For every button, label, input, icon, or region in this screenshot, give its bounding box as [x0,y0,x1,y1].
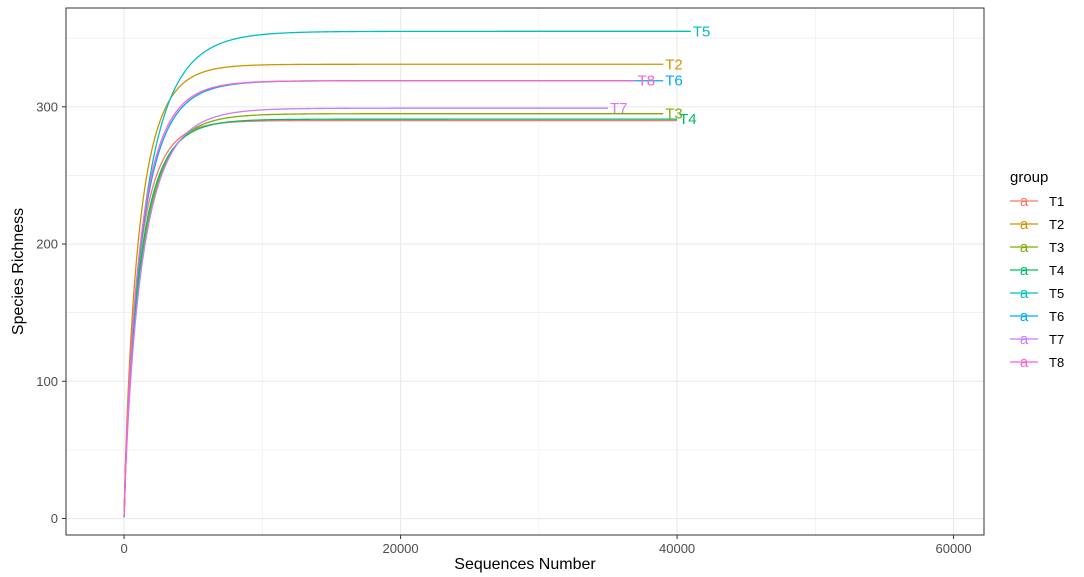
series-line-t5 [123,30,691,518]
series-line-t7 [123,107,608,518]
series-line-t3 [123,113,664,518]
legend-item-t2: a T2 [1010,216,1064,233]
legend-key-glyph: a [1020,308,1029,325]
series-end-label-t8: T8 [638,73,656,90]
series-line-t6 [123,80,664,518]
y-tick-label: 200 [36,237,58,252]
legend-item-label: T5 [1049,286,1064,301]
series-end-label-t7: T7 [610,100,628,117]
series-line-t4 [123,118,678,518]
legend-item-label: T8 [1049,355,1064,370]
y-tick-label: 300 [36,99,58,114]
legend-key-glyph: a [1020,193,1029,210]
legend-key-glyph: a [1020,239,1029,256]
series-lines [123,30,691,518]
series-line-t2 [123,63,664,518]
plot-panel-border [65,7,985,536]
legend-key-glyph: a [1020,331,1029,348]
series-line-t8 [123,80,636,518]
legend-item-t3: a T3 [1010,239,1064,256]
legend-key-glyph: a [1020,354,1029,371]
legend-item-t4: a T4 [1010,262,1064,279]
legend: group a T1 a T2 a T3 a T4 a T5 a T6 a T7 a T8 [1010,169,1064,371]
legend-item-label: T3 [1049,240,1064,255]
legend-item-t6: a T6 [1010,308,1064,325]
legend-key-glyph: a [1020,216,1029,233]
x-axis-title: Sequences Number [454,556,596,573]
series-end-label-t5: T5 [693,23,711,40]
axis-ticks: 0 20000 40000 60000 0 100 200 300 [36,99,971,556]
y-axis-title: Species Richness [10,208,27,335]
legend-key-glyph: a [1020,285,1029,302]
legend-item-label: T6 [1049,309,1064,324]
y-tick-label: 100 [36,374,58,389]
legend-title: group [1010,169,1048,186]
grid-lines [66,8,984,535]
series-end-label-t3: T3 [665,106,683,123]
legend-item-label: T2 [1049,217,1064,232]
series-end-label-t6: T6 [665,73,683,90]
x-tick-label: 0 [120,541,127,556]
legend-item-label: T1 [1049,194,1064,209]
x-tick-label: 20000 [382,541,418,556]
legend-item-label: T7 [1049,332,1064,347]
legend-key-glyph: a [1020,262,1029,279]
legend-item-t8: a T8 [1010,354,1064,371]
legend-item-t5: a T5 [1010,285,1064,302]
legend-item-t1: a T1 [1010,193,1064,210]
x-tick-label: 40000 [659,541,695,556]
legend-item-t7: a T7 [1010,331,1064,348]
x-tick-label: 60000 [936,541,972,556]
series-end-label-t4: T4 [679,111,697,128]
legend-item-label: T4 [1049,263,1064,278]
y-tick-label: 0 [51,511,58,526]
series-end-label-t2: T2 [665,56,683,73]
